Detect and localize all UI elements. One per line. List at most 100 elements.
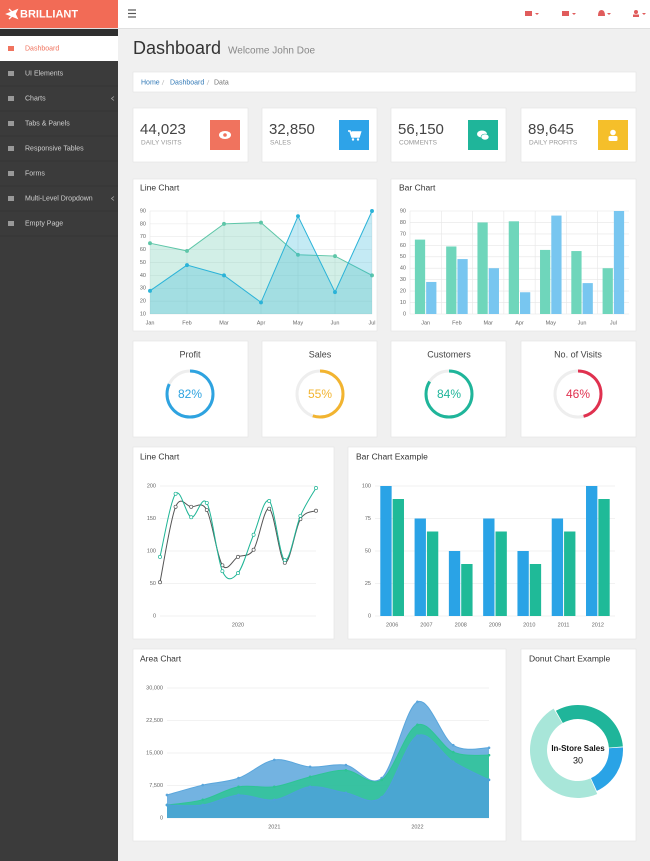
page-title: Dashboard bbox=[133, 38, 221, 58]
chart-title: Line Chart bbox=[140, 451, 180, 461]
brand-box[interactable] bbox=[0, 0, 118, 28]
sidebar-label[interactable]: UI Elements bbox=[25, 70, 64, 77]
bar bbox=[551, 518, 564, 616]
sidebar-label[interactable]: Multi-Level Dropdown bbox=[25, 195, 93, 202]
y-tick-label: 0 bbox=[368, 613, 371, 619]
point bbox=[259, 300, 263, 305]
point bbox=[185, 263, 189, 268]
y-tick-label: 20 bbox=[400, 289, 406, 295]
messages-icon[interactable] bbox=[525, 11, 532, 16]
donut-segment bbox=[555, 705, 623, 748]
x-tick-label: 2020 bbox=[232, 622, 244, 628]
breadcrumb-separator bbox=[206, 79, 210, 86]
point bbox=[416, 700, 419, 704]
point bbox=[204, 508, 209, 512]
breadcrumb-current: Data bbox=[214, 79, 229, 86]
bar bbox=[582, 283, 593, 314]
sidebar-label[interactable]: Responsive Tables bbox=[25, 145, 84, 152]
stat-label: COMMENTS bbox=[399, 140, 438, 147]
gauge-arc bbox=[424, 369, 474, 419]
tasks-icon[interactable] bbox=[562, 11, 569, 16]
point bbox=[296, 214, 300, 219]
x-tick-label: 2011 bbox=[558, 622, 570, 628]
point bbox=[236, 571, 240, 576]
page-subtitle: Welcome John Doe bbox=[228, 46, 316, 57]
alerts-icon[interactable] bbox=[598, 10, 605, 16]
x-tick-label: 2007 bbox=[420, 622, 432, 628]
point bbox=[344, 763, 348, 767]
point bbox=[173, 504, 178, 509]
point bbox=[201, 803, 205, 807]
menu-toggle[interactable] bbox=[128, 9, 136, 18]
sidebar-item[interactable]: Multi-Level Dropdown bbox=[0, 195, 118, 212]
bar bbox=[457, 259, 468, 314]
sidebar-item[interactable]: Forms bbox=[0, 170, 118, 187]
sidebar-item[interactable]: Dashboard bbox=[8, 45, 59, 52]
point bbox=[380, 795, 384, 799]
y-tick-label: 60 bbox=[400, 243, 406, 249]
chart-title: Area Chart bbox=[140, 653, 182, 663]
y-tick-label: 30,000 bbox=[146, 685, 163, 691]
y-tick-label: 10 bbox=[400, 300, 406, 306]
sidebar-item[interactable]: UI Elements bbox=[0, 70, 118, 87]
point bbox=[451, 743, 455, 747]
point bbox=[189, 515, 194, 520]
sidebar-item[interactable]: Responsive Tables bbox=[0, 145, 118, 162]
submenu-arrow bbox=[110, 96, 115, 101]
brand-name[interactable]: BRILLIANT bbox=[20, 8, 78, 20]
breadcrumb-link[interactable]: Dashboard bbox=[170, 79, 204, 86]
gauge-title: Sales bbox=[309, 349, 332, 359]
sidebar-item[interactable]: Charts bbox=[0, 95, 118, 112]
area bbox=[150, 222, 372, 314]
point bbox=[173, 491, 178, 496]
bar bbox=[426, 281, 437, 314]
point bbox=[251, 532, 256, 537]
sidebar-label[interactable]: Charts bbox=[25, 95, 46, 102]
sidebar-icon bbox=[8, 121, 14, 126]
bar bbox=[529, 564, 542, 616]
bar bbox=[586, 486, 598, 616]
point bbox=[185, 248, 189, 253]
y-tick-label: 40 bbox=[400, 266, 406, 272]
y-tick-label: 80 bbox=[140, 221, 146, 227]
sidebar-label[interactable]: Tabs & Panels bbox=[25, 120, 70, 127]
x-tick-label: Jul bbox=[368, 320, 375, 326]
point bbox=[296, 252, 300, 257]
sidebar-icon bbox=[8, 221, 14, 226]
x-tick-label: Jun bbox=[578, 320, 587, 326]
sidebar-item[interactable]: Tabs & Panels bbox=[0, 120, 118, 137]
bar bbox=[520, 292, 531, 314]
stat-value: 44,023 bbox=[140, 121, 186, 138]
point bbox=[416, 723, 419, 727]
caret bbox=[535, 13, 539, 15]
gauge-card bbox=[390, 340, 507, 438]
point bbox=[487, 753, 491, 757]
y-tick-label: 60 bbox=[140, 247, 146, 253]
bar bbox=[380, 486, 392, 616]
bar bbox=[598, 499, 610, 616]
point bbox=[267, 506, 272, 511]
sidebar-label[interactable]: Dashboard bbox=[25, 45, 59, 52]
sidebar-label[interactable]: Forms bbox=[25, 170, 45, 177]
user-icon[interactable] bbox=[634, 10, 638, 14]
breadcrumb bbox=[132, 71, 637, 93]
y-tick-label: 30 bbox=[400, 277, 406, 283]
sidebar-label[interactable]: Empty Page bbox=[25, 220, 63, 227]
sidebar-item[interactable]: Empty Page bbox=[0, 220, 118, 237]
breadcrumb-link[interactable]: Home bbox=[141, 79, 160, 86]
x-tick-label: Mar bbox=[483, 320, 493, 326]
y-tick-label: 100 bbox=[147, 548, 156, 554]
sidebar-top-strip bbox=[0, 29, 118, 36]
x-tick-label: Jul bbox=[610, 320, 617, 326]
top-icons[interactable] bbox=[525, 10, 646, 17]
point bbox=[158, 554, 162, 559]
point bbox=[272, 758, 276, 762]
x-tick-label: May bbox=[293, 320, 304, 326]
user-icon bbox=[610, 129, 616, 136]
y-tick-label: 100 bbox=[362, 483, 371, 489]
bar bbox=[483, 518, 495, 616]
point bbox=[272, 785, 276, 789]
donut-value: 30 bbox=[573, 755, 583, 765]
point bbox=[344, 791, 348, 795]
breadcrumb-separator bbox=[161, 79, 165, 86]
